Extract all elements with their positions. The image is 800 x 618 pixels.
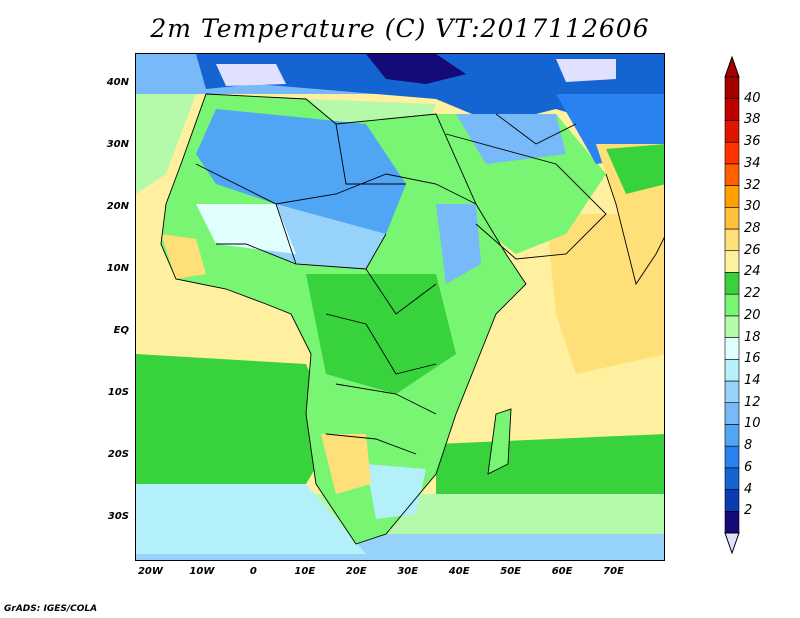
lat-tick-label: 20N xyxy=(106,200,129,212)
colorbar-swatch xyxy=(724,489,740,512)
kalahari-warm xyxy=(321,434,371,494)
africa-coastline xyxy=(160,93,527,545)
colorbar-label: 38 xyxy=(744,112,761,128)
colorbar-swatch xyxy=(724,467,740,490)
colorbar-over-triangle xyxy=(724,55,740,78)
border-2 xyxy=(275,203,387,270)
lat-tick-label: EQ xyxy=(113,324,129,336)
colorbar-label: 14 xyxy=(744,373,761,388)
colorbar xyxy=(724,55,740,555)
colorbar-label: 12 xyxy=(744,394,761,410)
india-north-green xyxy=(606,144,664,194)
colorbar-label: 8 xyxy=(744,438,753,454)
lon-tick-label: 20E xyxy=(345,566,367,577)
colorbar-under-triangle xyxy=(724,532,740,555)
colorbar-label: 2 xyxy=(744,503,753,519)
lon-tick-label: 10E xyxy=(294,566,316,577)
colorbar-swatch xyxy=(724,315,740,338)
border-5 xyxy=(325,313,437,375)
colorbar-swatch xyxy=(724,272,740,295)
colorbar-swatch xyxy=(724,402,740,425)
colorbar-label: 24 xyxy=(744,264,761,280)
lat-tick-label: 30S xyxy=(107,510,129,522)
ethiopia-cool xyxy=(436,204,481,284)
lon-tick-label: 40E xyxy=(448,566,470,577)
colorbar-swatch xyxy=(724,141,740,165)
colorbar-swatch xyxy=(724,163,740,186)
lon-tick-label: 0 xyxy=(249,566,257,577)
arabia-coastline xyxy=(445,133,607,260)
madagascar-coastline xyxy=(487,408,512,475)
temperature-map xyxy=(136,54,664,560)
colorbar-label: 32 xyxy=(744,177,761,193)
south-africa-cool xyxy=(366,464,426,519)
lon-tick-label: 70E xyxy=(603,566,624,577)
colorbar-label: 22 xyxy=(744,286,761,302)
madagascar-land xyxy=(488,409,511,474)
border-4 xyxy=(365,268,437,315)
lon-tick-label: 50E xyxy=(500,566,521,577)
europe-land xyxy=(196,54,664,124)
colorbar-swatch xyxy=(724,510,740,534)
colorbar-label: 36 xyxy=(744,134,761,150)
colorbar-swatch xyxy=(724,120,740,143)
colorbar-swatch xyxy=(724,358,740,382)
lon-tick-label: 20W xyxy=(137,566,163,577)
border-10 xyxy=(495,113,577,145)
colorbar-swatch xyxy=(724,76,740,100)
lat-tick-label: 20S xyxy=(107,448,129,460)
lon-tick-label: 60E xyxy=(551,566,573,577)
colorbar-swatch xyxy=(724,293,740,317)
lon-tick-label: 30E xyxy=(397,566,419,577)
ocean-atlantic-green xyxy=(136,94,196,194)
colorbar-label: 18 xyxy=(744,329,761,345)
colorbar-swatch xyxy=(724,337,740,360)
middle-east-cool xyxy=(456,114,566,164)
lat-tick-label: 30N xyxy=(106,138,129,150)
sahel-cool xyxy=(196,204,296,254)
border-7 xyxy=(325,433,417,455)
map-frame xyxy=(135,53,665,561)
footer-credit: GrADS: IGES/COLA xyxy=(4,604,98,614)
colorbar-label: 4 xyxy=(744,481,753,497)
colorbar-label: 10 xyxy=(744,416,761,432)
india-coastline xyxy=(605,173,664,286)
boundaries xyxy=(160,93,664,545)
colorbar-label: 20 xyxy=(744,307,761,323)
caucasus-snow xyxy=(556,59,616,82)
colorbar-swatch xyxy=(724,228,740,252)
sahara-cold xyxy=(196,109,406,244)
colorbar-label: 34 xyxy=(744,155,761,171)
colorbar-label: 6 xyxy=(744,459,753,475)
colorbar-swatch xyxy=(724,206,740,230)
colorbar-label: 40 xyxy=(744,90,761,106)
europe-cold xyxy=(366,54,466,84)
lat-tick-label: 10S xyxy=(107,386,129,398)
colorbar-swatch xyxy=(724,380,740,404)
ocean-south-green xyxy=(136,354,336,484)
alps-snow xyxy=(216,64,286,86)
ocean-southeast-cool xyxy=(136,484,366,554)
lon-tick-label: 10W xyxy=(189,566,215,577)
central-africa-green xyxy=(306,274,456,394)
border-8 xyxy=(335,123,406,185)
lat-tick-label: 10N xyxy=(106,262,129,274)
colorbar-swatch xyxy=(724,185,740,208)
colorbar-label: 30 xyxy=(744,199,761,215)
border-9 xyxy=(385,173,477,205)
border-3 xyxy=(216,243,297,265)
colorbar-label: 28 xyxy=(744,221,761,236)
colorbar-swatch xyxy=(724,424,740,447)
lat-tick-label: 40N xyxy=(106,76,129,88)
west-africa-warm xyxy=(161,234,206,279)
colorbar-label: 16 xyxy=(744,351,761,367)
colorbar-label: 26 xyxy=(744,242,761,258)
colorbar-swatch xyxy=(724,445,740,469)
map-title: 2m Temperature (C) VT:2017112606 xyxy=(150,14,650,43)
border-6 xyxy=(335,383,437,415)
colorbar-swatch xyxy=(724,98,740,121)
colorbar-swatch xyxy=(724,250,740,273)
